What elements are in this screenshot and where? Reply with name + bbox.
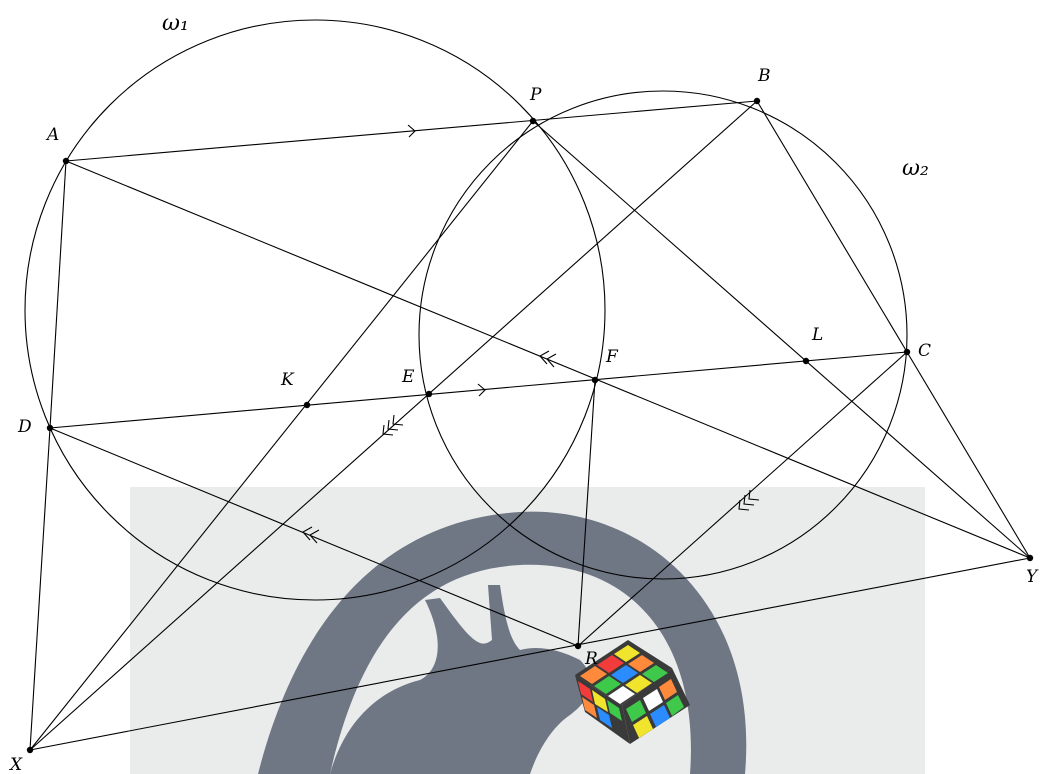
segment-PY bbox=[532, 120, 1031, 559]
segment-AB bbox=[65, 100, 758, 162]
label-E: E bbox=[401, 367, 415, 387]
label-L: L bbox=[811, 325, 823, 345]
label-Y: Y bbox=[1026, 567, 1039, 587]
point-A bbox=[62, 157, 70, 165]
watermark-hand bbox=[330, 585, 591, 774]
label-omega1: ω₁ bbox=[162, 11, 189, 36]
label-C: C bbox=[918, 341, 931, 361]
point-D bbox=[46, 424, 54, 432]
label-F: F bbox=[605, 347, 619, 367]
point-C bbox=[903, 348, 911, 356]
segment-BC bbox=[756, 100, 908, 353]
double-tick-DR-1 bbox=[302, 526, 313, 541]
labels: ω₁ ω₂ A P B C D E F K L R X Y bbox=[8, 11, 1039, 774]
segment-BX bbox=[29, 100, 758, 751]
triple-tick-CR-2 bbox=[743, 494, 755, 506]
segment-DC bbox=[49, 351, 908, 429]
point-R bbox=[574, 642, 582, 650]
triple-tick-CR-1 bbox=[738, 499, 750, 511]
point-L bbox=[802, 357, 810, 365]
segment-XY bbox=[29, 557, 1031, 751]
point-B bbox=[753, 97, 761, 105]
single-tick-DC bbox=[477, 383, 486, 397]
segment-AD bbox=[49, 160, 67, 429]
circle-omega1 bbox=[24, 19, 606, 601]
segment-CY bbox=[906, 351, 1031, 559]
watermark-cube bbox=[575, 640, 690, 744]
label-X: X bbox=[8, 755, 23, 774]
parallel-marks bbox=[302, 124, 760, 544]
single-tick-AB bbox=[407, 124, 416, 138]
points bbox=[26, 97, 1034, 754]
label-R: R bbox=[584, 649, 598, 669]
label-K: K bbox=[280, 370, 295, 390]
triple-tick-CR-3 bbox=[748, 489, 760, 501]
watermark-arc bbox=[258, 511, 747, 774]
segment-PX bbox=[29, 120, 534, 751]
point-P bbox=[529, 117, 537, 125]
double-tick-AY-2 bbox=[546, 353, 557, 368]
label-P: P bbox=[529, 85, 542, 105]
double-tick-DR-2 bbox=[309, 529, 320, 544]
segment-DR bbox=[49, 427, 579, 647]
triple-tick-BX-3 bbox=[392, 414, 404, 426]
circle-omega2 bbox=[418, 90, 908, 580]
segment-DX bbox=[29, 427, 51, 751]
label-D: D bbox=[17, 417, 32, 437]
point-X bbox=[26, 746, 34, 754]
double-tick-AY-1 bbox=[539, 350, 550, 365]
point-Y bbox=[1026, 554, 1034, 562]
label-omega2: ω₂ bbox=[902, 156, 929, 181]
label-B: B bbox=[757, 66, 771, 86]
point-E bbox=[425, 390, 433, 398]
label-A: A bbox=[45, 125, 59, 145]
triple-tick-BX-2 bbox=[387, 419, 399, 431]
segment-FR bbox=[577, 379, 596, 647]
triple-tick-BX-1 bbox=[382, 424, 394, 436]
point-K bbox=[303, 401, 311, 409]
point-F bbox=[591, 376, 599, 384]
watermark-logo bbox=[130, 487, 925, 774]
